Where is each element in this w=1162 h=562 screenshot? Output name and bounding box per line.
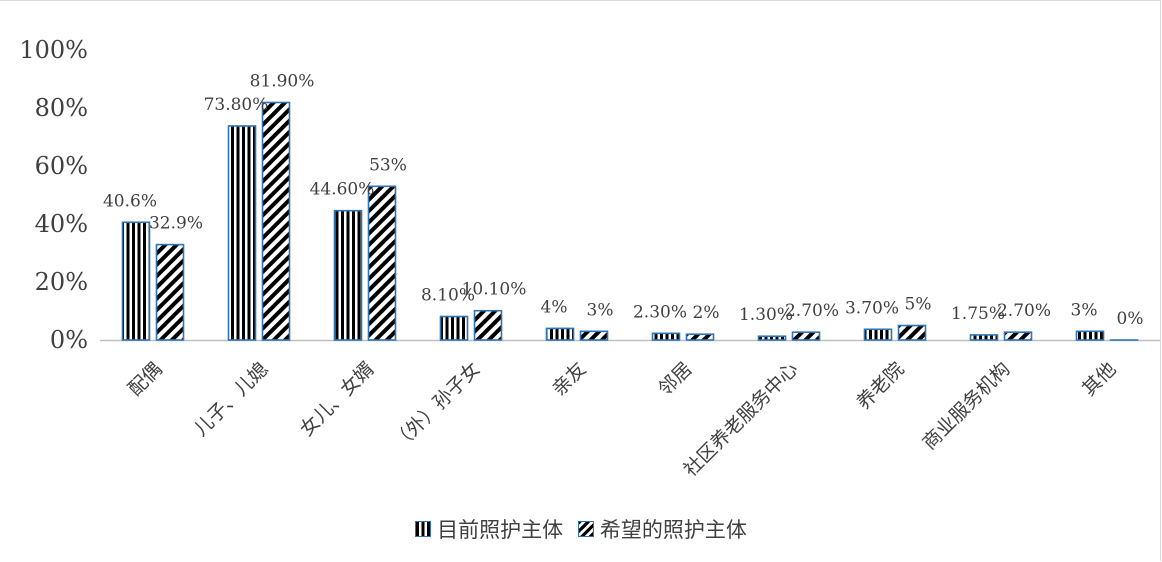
data-label: 1.75%: [951, 304, 1005, 324]
data-label: 32.9%: [149, 214, 203, 234]
bar-diagonal: [473, 309, 503, 341]
data-label: 40.6%: [103, 191, 157, 211]
legend-swatch-diagonal-icon: [577, 521, 594, 537]
y-tick-label: 20%: [35, 268, 88, 296]
bar-series-group: [121, 101, 1139, 341]
y-tick-label: 80%: [35, 94, 88, 122]
data-label: 2.70%: [997, 301, 1051, 321]
category-label: 其他: [1078, 358, 1120, 400]
legend-item-desired: 希望的照护主体: [577, 514, 747, 544]
category-label: 女儿、女婿: [296, 358, 379, 441]
data-label: 8.10%: [421, 286, 475, 306]
bar-vertical: [545, 327, 575, 341]
category-label: 社区养老服务中心: [679, 358, 802, 481]
data-label: 73.80%: [204, 95, 269, 115]
data-label: 0%: [1117, 309, 1144, 329]
data-label: 53%: [369, 155, 407, 175]
y-tick-label: 0%: [50, 326, 88, 354]
bar-vertical: [651, 332, 681, 341]
data-label: 1.30%: [739, 305, 793, 325]
bar-diagonal: [579, 330, 609, 341]
y-tick-label: 100%: [19, 36, 88, 64]
bar-vertical: [227, 125, 257, 341]
category-label: （外）孙子女: [388, 358, 484, 454]
data-label: 5%: [905, 295, 932, 315]
category-label: 养老院: [853, 358, 909, 414]
legend-label-desired: 希望的照护主体: [599, 518, 747, 542]
bar-diagonal: [155, 243, 185, 341]
legend-item-current: 目前照护主体: [415, 514, 563, 544]
y-axis-tick-labels: 0% 20% 40% 60% 80% 100%: [19, 36, 88, 354]
bar-diagonal: [897, 324, 927, 341]
data-label: 44.60%: [310, 180, 375, 200]
bar-vertical: [757, 335, 787, 341]
bar-diagonal: [261, 101, 291, 341]
data-label: 81.90%: [250, 71, 315, 91]
legend-swatch-vertical-icon: [415, 521, 432, 537]
category-label: 邻居: [654, 358, 696, 400]
bar-diagonal: [367, 185, 397, 341]
legend-label-current: 目前照护主体: [437, 518, 564, 542]
data-label: 2.30%: [633, 302, 687, 322]
data-label: 3.70%: [845, 298, 899, 318]
bar-vertical: [439, 315, 469, 341]
bar-chart: 0% 20% 40% 60% 80% 100% 40.6% 32.9% 73.80% 81.90…: [19, 36, 1160, 481]
y-tick-label: 60%: [35, 152, 88, 180]
bar-vertical: [863, 328, 893, 341]
data-label: 3%: [1071, 300, 1098, 320]
bar-diagonal: [791, 331, 821, 341]
data-label: 10.10%: [462, 280, 527, 300]
category-label: 配偶: [124, 358, 166, 400]
category-label: 儿子、儿媳: [190, 358, 273, 441]
y-tick-label: 40%: [35, 210, 88, 238]
bar-vertical: [121, 221, 151, 341]
data-label: 2%: [693, 303, 720, 323]
bar-vertical: [1075, 330, 1105, 341]
category-label: 亲友: [548, 358, 590, 400]
bar-vertical: [333, 209, 363, 341]
data-label: 2.70%: [785, 301, 839, 321]
category-label: 商业服务机构: [918, 358, 1014, 454]
bar-vertical: [969, 334, 999, 341]
bar-diagonal: [685, 333, 715, 341]
data-label: 3%: [587, 300, 614, 320]
bar-diagonal: [1003, 331, 1033, 341]
data-labels-group: 40.6% 32.9% 73.80% 81.90% 44.60% 53% 8.10%10.1…: [103, 71, 1144, 329]
data-label: 4%: [541, 297, 568, 317]
legend: 目前照护主体 希望的照护主体: [0, 514, 1162, 544]
